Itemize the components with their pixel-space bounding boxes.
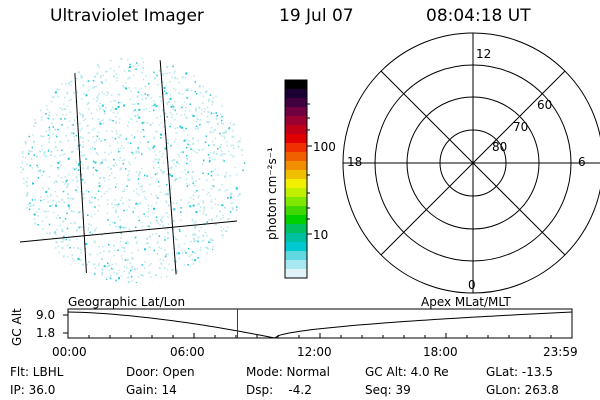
colorbar-band — [285, 116, 307, 126]
status-gc-alt: GC Alt: 4.0 Re — [365, 365, 449, 379]
status-glon: GLon: 263.8 — [486, 383, 559, 397]
timeline-ytick-9: 9.0 — [36, 308, 56, 322]
timeline-ytick-1.8: 1.8 — [36, 326, 56, 340]
colorbar-band — [285, 269, 307, 279]
mlt-label-0: 0 — [468, 278, 476, 292]
timeline-xtick-1800: 18:00 — [423, 345, 458, 359]
colorbar-band — [285, 98, 307, 108]
mlat-label-70: 70 — [513, 120, 529, 134]
colorbar-band — [285, 125, 307, 135]
time-label: 08:04:18 UT — [426, 6, 531, 26]
colorbar-unit-label: photon cm⁻²s⁻¹ — [265, 147, 279, 240]
meridian-line-2 — [159, 57, 179, 283]
colorbar-band — [285, 260, 307, 270]
date-label: 19 Jul 07 — [279, 6, 354, 26]
timeline-plot — [63, 308, 573, 339]
image-panel-label: Geographic Lat/Lon — [68, 295, 186, 309]
colorbar-band — [285, 179, 307, 189]
colorbar-band — [285, 134, 307, 144]
app-title: Ultraviolet Imager — [50, 6, 204, 26]
colorbar-band — [285, 107, 307, 117]
timeline-xtick-0600: 06:00 — [170, 345, 205, 359]
latitude-line — [19, 220, 238, 243]
uv-image — [19, 57, 246, 283]
polar-plot — [342, 32, 600, 294]
meridian-line-1 — [73, 57, 89, 283]
colorbar-band — [285, 89, 307, 99]
status-dsp: Dsp: -4.2 — [246, 383, 312, 397]
status-gain: Gain: 14 — [126, 383, 177, 397]
timeline-xtick-2359: 23:59 — [543, 345, 578, 359]
colorbar-band — [285, 242, 307, 252]
colorbar — [284, 79, 312, 279]
timeline-xtick-0000: 00:00 — [52, 345, 87, 359]
status-filter: Flt: LBHL — [10, 365, 64, 379]
status-seq: Seq: 39 — [365, 383, 411, 397]
colorbar-band — [285, 80, 307, 90]
colorbar-band — [285, 233, 307, 243]
polar-panel-label: Apex MLat/MLT — [421, 295, 511, 309]
status-glat: GLat: -13.5 — [486, 365, 553, 379]
colorbar-tick-100: 100 — [313, 140, 336, 154]
colorbar-band — [285, 170, 307, 180]
colorbar-band — [285, 152, 307, 162]
mlt-label-12: 12 — [476, 47, 492, 61]
polar-diagonal-2 — [380, 70, 566, 256]
colorbar-band — [285, 251, 307, 261]
status-door: Door: Open — [126, 365, 195, 379]
mlat-label-80: 80 — [492, 140, 508, 154]
status-mode: Mode: Normal — [246, 365, 330, 379]
colorbar-band — [285, 224, 307, 234]
colorbar-band — [285, 206, 307, 216]
colorbar-band — [285, 215, 307, 225]
colorbar-band — [285, 188, 307, 198]
status-ip: IP: 36.0 — [10, 383, 56, 397]
colorbar-band — [285, 161, 307, 171]
timeline-ylabel: GC Alt — [10, 308, 24, 346]
mlat-label-60: 60 — [537, 98, 553, 112]
mlt-label-18: 18 — [347, 155, 363, 169]
colorbar-band — [285, 143, 307, 153]
mlt-label-6: 6 — [578, 155, 586, 169]
timeline-xtick-1200: 12:00 — [297, 345, 332, 359]
colorbar-band — [285, 197, 307, 207]
colorbar-tick-10: 10 — [313, 228, 329, 242]
